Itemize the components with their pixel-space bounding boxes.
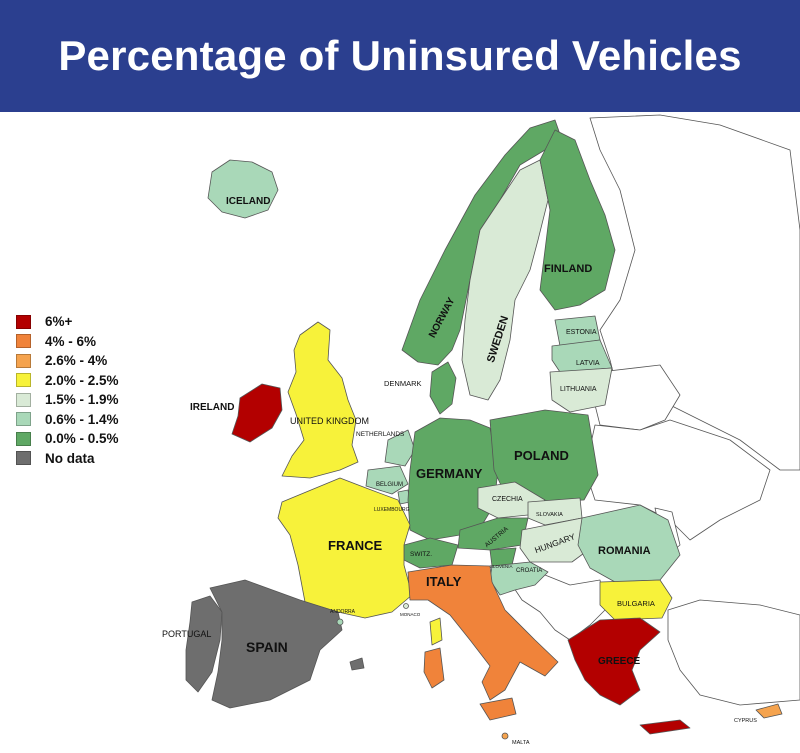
country-cyprus bbox=[755, 703, 783, 719]
country-poland bbox=[489, 409, 599, 503]
label-united-kingdom: UNITED KINGDOM bbox=[290, 416, 369, 426]
country-lithuania bbox=[549, 367, 613, 413]
country-monaco bbox=[403, 603, 409, 609]
label-iceland: ICELAND bbox=[226, 196, 270, 207]
label-estonia: ESTONIA bbox=[566, 329, 597, 336]
country-sweden bbox=[461, 159, 549, 401]
country-spain-baleares bbox=[349, 657, 365, 671]
region-balkans bbox=[511, 574, 606, 641]
label-italy: ITALY bbox=[426, 574, 462, 589]
legend-label: 2.0% - 2.5% bbox=[45, 372, 119, 388]
legend-item: 2.6% - 4% bbox=[16, 351, 119, 371]
legend-swatch bbox=[16, 334, 31, 349]
legend-label: 0.6% - 1.4% bbox=[45, 411, 119, 427]
label-switz: SWITZ. bbox=[410, 551, 432, 558]
label-andorra: ANDORRA bbox=[330, 609, 356, 615]
legend-item: 2.0% - 2.5% bbox=[16, 371, 119, 391]
legend-item: No data bbox=[16, 449, 119, 469]
country-portugal bbox=[185, 595, 223, 693]
country-spain bbox=[209, 579, 343, 709]
legend-swatch bbox=[16, 314, 31, 329]
country-malta bbox=[501, 732, 509, 740]
legend-swatch bbox=[16, 373, 31, 388]
label-slovakia: SLOVAKIA bbox=[536, 512, 563, 518]
label-czechia: CZECHIA bbox=[492, 496, 523, 503]
region-ukraine bbox=[584, 419, 771, 541]
label-ireland: IRELAND bbox=[190, 402, 234, 413]
label-germany: GERMANY bbox=[416, 466, 483, 481]
country-belgium bbox=[365, 465, 409, 495]
legend-swatch bbox=[16, 392, 31, 407]
label-belgium: BELGIUM bbox=[376, 482, 403, 488]
region-belarus bbox=[594, 364, 681, 431]
label-romania: ROMANIA bbox=[598, 545, 651, 557]
label-poland: POLAND bbox=[514, 448, 569, 463]
legend-item: 0.0% - 0.5% bbox=[16, 429, 119, 449]
country-italy-sardinia bbox=[423, 647, 445, 689]
label-finland: FINLAND bbox=[544, 263, 592, 275]
legend-item: 6%+ bbox=[16, 312, 119, 332]
label-france: FRANCE bbox=[328, 538, 382, 553]
country-latvia bbox=[551, 339, 613, 373]
label-malta: MALTA bbox=[512, 740, 530, 746]
legend-swatch bbox=[16, 353, 31, 368]
country-andorra bbox=[336, 618, 344, 626]
country-france-corsica bbox=[429, 617, 443, 646]
label-lithuania: LITHUANIA bbox=[560, 386, 597, 393]
country-united-kingdom bbox=[281, 321, 359, 479]
legend-item: 1.5% - 1.9% bbox=[16, 390, 119, 410]
legend-label: No data bbox=[45, 450, 95, 466]
legend-item: 0.6% - 1.4% bbox=[16, 410, 119, 430]
country-italy-sicily bbox=[479, 697, 517, 721]
label-luxembourg: LUXEMBOURG bbox=[374, 507, 410, 513]
country-finland bbox=[539, 129, 616, 311]
country-netherlands bbox=[384, 429, 416, 467]
label-spain: SPAIN bbox=[246, 639, 288, 655]
region-turkey bbox=[667, 599, 800, 706]
country-bulgaria bbox=[599, 579, 673, 621]
country-france bbox=[277, 477, 413, 619]
label-cyprus: CYPRUS bbox=[734, 718, 757, 724]
legend-swatch bbox=[16, 451, 31, 466]
label-netherlands: NETHERLANDS bbox=[356, 431, 405, 438]
country-denmark bbox=[429, 361, 457, 415]
title-banner: Percentage of Uninsured Vehicles bbox=[0, 0, 800, 112]
europe-map: ICELAND IRELAND UNITED KINGDOM NORWAY SW… bbox=[162, 114, 800, 746]
label-denmark: DENMARK bbox=[384, 379, 422, 388]
label-greece: GREECE bbox=[598, 656, 641, 667]
legend-item: 4% - 6% bbox=[16, 332, 119, 352]
label-bulgaria: BULGARIA bbox=[617, 599, 655, 608]
legend-label: 1.5% - 1.9% bbox=[45, 392, 119, 408]
legend-label: 0.0% - 0.5% bbox=[45, 431, 119, 447]
legend-swatch bbox=[16, 412, 31, 427]
label-slovenia: SLOVENIA bbox=[490, 564, 513, 569]
country-ireland bbox=[231, 383, 283, 443]
label-monaco: MONACO bbox=[400, 612, 421, 617]
label-portugal: PORTUGAL bbox=[162, 629, 211, 639]
label-latvia: LATVIA bbox=[576, 360, 600, 367]
legend: 6%+ 4% - 6% 2.6% - 4% 2.0% - 2.5% 1.5% - 1.9… bbox=[16, 312, 119, 468]
country-greece-crete bbox=[639, 719, 691, 735]
legend-label: 2.6% - 4% bbox=[45, 353, 108, 369]
country-iceland bbox=[207, 159, 279, 219]
country-norway bbox=[401, 119, 563, 366]
legend-swatch bbox=[16, 431, 31, 446]
country-italy bbox=[407, 564, 559, 701]
legend-label: 4% - 6% bbox=[45, 333, 97, 349]
label-croatia: CROATIA bbox=[516, 568, 542, 574]
country-greece bbox=[567, 617, 661, 706]
legend-label: 6%+ bbox=[45, 314, 73, 330]
map-title: Percentage of Uninsured Vehicles bbox=[58, 32, 742, 79]
